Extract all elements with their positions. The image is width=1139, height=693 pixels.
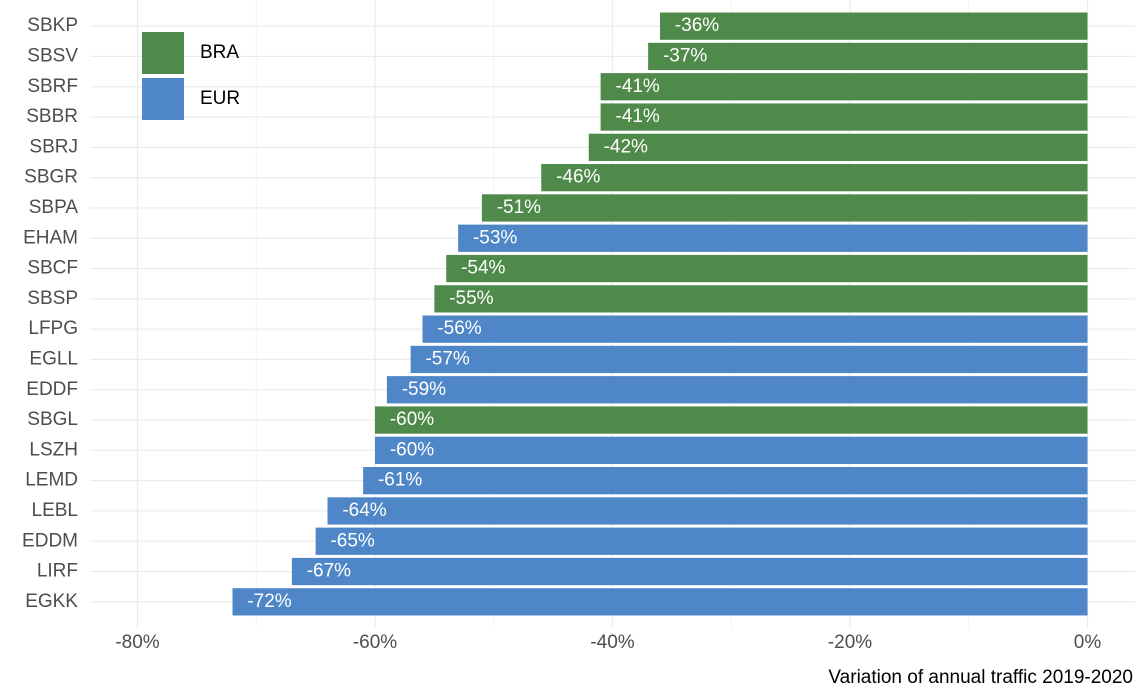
x-tick-label: -20% [828, 632, 872, 653]
bar [410, 345, 1088, 374]
bar [434, 285, 1088, 313]
bar-value-label: -72% [247, 591, 291, 612]
y-tick-label: SBSV [27, 45, 78, 66]
y-tick-label: EGLL [29, 348, 78, 369]
bar-value-label: -46% [556, 167, 600, 188]
bar [327, 497, 1088, 525]
x-tick-label: -40% [590, 632, 634, 653]
bars [232, 12, 1088, 616]
bar [315, 527, 1088, 555]
y-tick-label: SBBR [26, 106, 78, 127]
bar [446, 254, 1088, 283]
bar [588, 133, 1088, 161]
x-tick-label: -80% [115, 632, 159, 653]
y-tick-label: SBRF [27, 76, 78, 97]
y-tick-label: LFPG [28, 318, 78, 339]
bar-value-label: -60% [390, 439, 434, 460]
y-tick-label: LEBL [32, 500, 78, 521]
bar [363, 467, 1088, 495]
y-tick-label: SBPA [29, 197, 79, 218]
bar-value-label: -51% [497, 197, 541, 218]
bar-value-label: -37% [663, 45, 707, 66]
bar-value-label: -60% [390, 409, 434, 430]
bar [291, 557, 1088, 586]
y-tick-label: LEMD [25, 470, 78, 491]
legend-swatch [142, 32, 184, 74]
bar [600, 103, 1088, 131]
bar-value-label: -59% [402, 379, 446, 400]
bar [386, 376, 1088, 404]
bar-value-label: -61% [378, 470, 422, 491]
y-tick-label: SBRJ [29, 136, 78, 157]
bar-value-label: -64% [342, 500, 386, 521]
bar [458, 224, 1088, 252]
bar [481, 194, 1088, 222]
y-tick-label: LSZH [29, 439, 78, 460]
bar-value-label: -65% [330, 530, 374, 551]
bar [375, 436, 1088, 464]
bar [541, 164, 1088, 192]
x-tick-label: -60% [353, 632, 397, 653]
x-axis-title: Variation of annual traffic 2019-2020 [828, 667, 1133, 688]
bar-value-label: -41% [615, 76, 659, 97]
x-tick-label: 0% [1074, 632, 1102, 653]
y-tick-label: SBGL [27, 409, 78, 430]
bar [660, 12, 1088, 40]
bar [375, 406, 1088, 434]
y-tick-label: SBSP [27, 288, 78, 309]
bar [648, 42, 1088, 71]
y-tick-label: SBGR [24, 167, 78, 188]
legend-label: BRA [200, 42, 239, 63]
y-tick-label: SBKP [27, 15, 78, 36]
y-tick-label: SBCF [27, 258, 78, 279]
bar-value-label: -56% [437, 318, 481, 339]
bar [422, 315, 1088, 343]
legend-label: EUR [200, 88, 240, 109]
bar-value-label: -42% [604, 136, 648, 157]
y-tick-label: EDDM [22, 530, 78, 551]
bar-value-label: -41% [615, 106, 659, 127]
bar-value-label: -53% [473, 227, 517, 248]
y-tick-label: EDDF [26, 379, 78, 400]
bar [600, 73, 1088, 101]
y-tick-label: EGKK [25, 591, 78, 612]
bar-value-label: -57% [425, 348, 469, 369]
bar [232, 588, 1088, 616]
bar-value-label: -55% [449, 288, 493, 309]
y-tick-label: EHAM [23, 227, 78, 248]
bar-value-label: -36% [675, 15, 719, 36]
bar-value-label: -54% [461, 258, 505, 279]
y-tick-label: LIRF [37, 561, 78, 582]
bar-value-label: -67% [307, 561, 351, 582]
legend-swatch [142, 78, 184, 120]
